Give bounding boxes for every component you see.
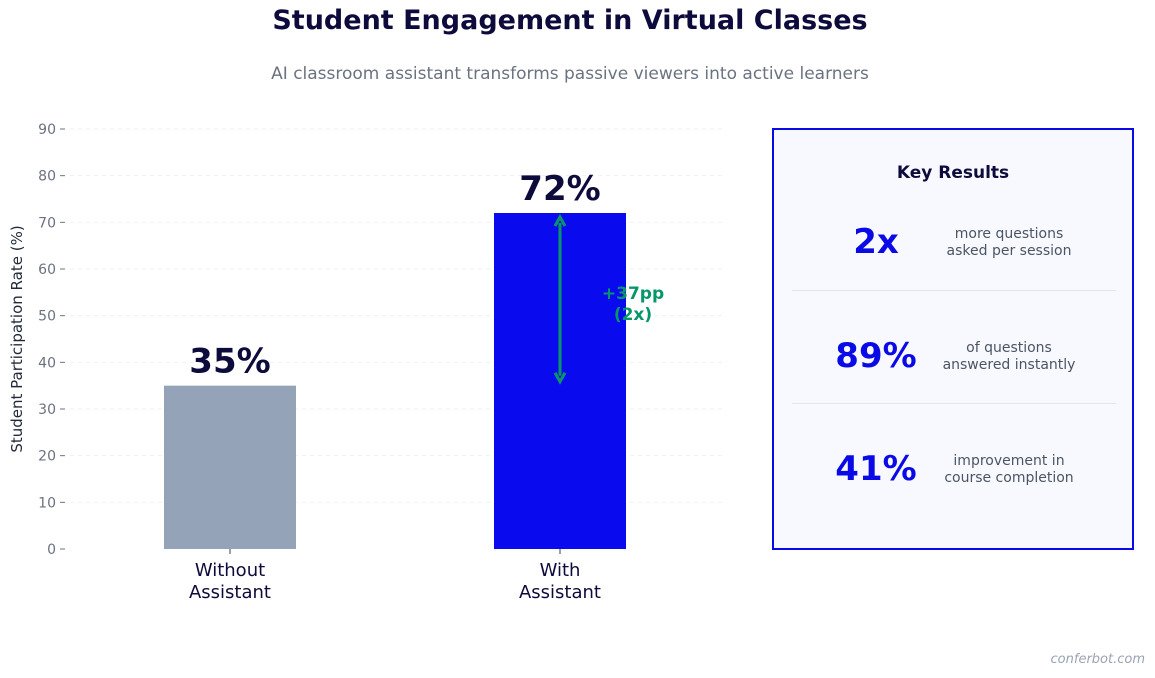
y-tick-label: 70 bbox=[38, 215, 56, 231]
y-axis-label: Student Participation Rate (%) bbox=[8, 225, 26, 452]
key-results-panel: Key Results 2x more questions asked per … bbox=[772, 128, 1134, 550]
x-tick-label: With Assistant bbox=[519, 560, 601, 603]
panel-divider bbox=[792, 290, 1116, 291]
bar-value-label: 72% bbox=[519, 169, 600, 209]
kpi-answered: 89% of questions answered instantly bbox=[774, 330, 1132, 390]
kpi-value: 2x bbox=[853, 222, 899, 262]
kpi-completion: 41% improvement in course completion bbox=[774, 443, 1132, 503]
y-tick-label: 40 bbox=[38, 355, 56, 371]
x-tick-label: Without Assistant bbox=[189, 560, 271, 603]
y-tick-label: 20 bbox=[38, 449, 56, 465]
y-tick-label: 80 bbox=[38, 169, 56, 185]
y-tick-label: 50 bbox=[38, 309, 56, 325]
chart-title: Student Engagement in Virtual Classes bbox=[272, 5, 868, 36]
kpi-questions: 2x more questions asked per session bbox=[774, 216, 1132, 276]
kpi-value: 89% bbox=[835, 336, 917, 376]
annotation-arrow-head-top bbox=[553, 213, 567, 227]
bar-value-label: 35% bbox=[189, 342, 270, 382]
kpi-description: more questions asked per session bbox=[946, 226, 1072, 259]
chart-subtitle: AI classroom assistant transforms passiv… bbox=[271, 64, 869, 84]
y-tick-label: 90 bbox=[38, 122, 56, 138]
watermark: conferbot.com bbox=[1050, 652, 1145, 667]
panel-divider bbox=[792, 403, 1116, 404]
y-tick-label: 10 bbox=[38, 495, 56, 511]
kpi-description: improvement in course completion bbox=[944, 453, 1074, 486]
annotation-arrow-head-bottom bbox=[553, 371, 567, 385]
y-tick-label: 60 bbox=[38, 262, 56, 278]
kpi-description: of questions answered instantly bbox=[942, 340, 1076, 373]
y-tick-label: 0 bbox=[47, 542, 56, 558]
bar bbox=[164, 385, 296, 549]
panel-title: Key Results bbox=[896, 163, 1010, 183]
kpi-value: 41% bbox=[835, 449, 917, 489]
annotation-label: +37pp (2x) bbox=[602, 284, 664, 325]
bar-chart: 0 10 20 30 40 50 60 70 80 90 Student Participation… bbox=[8, 122, 724, 603]
y-tick-label: 30 bbox=[38, 402, 56, 418]
